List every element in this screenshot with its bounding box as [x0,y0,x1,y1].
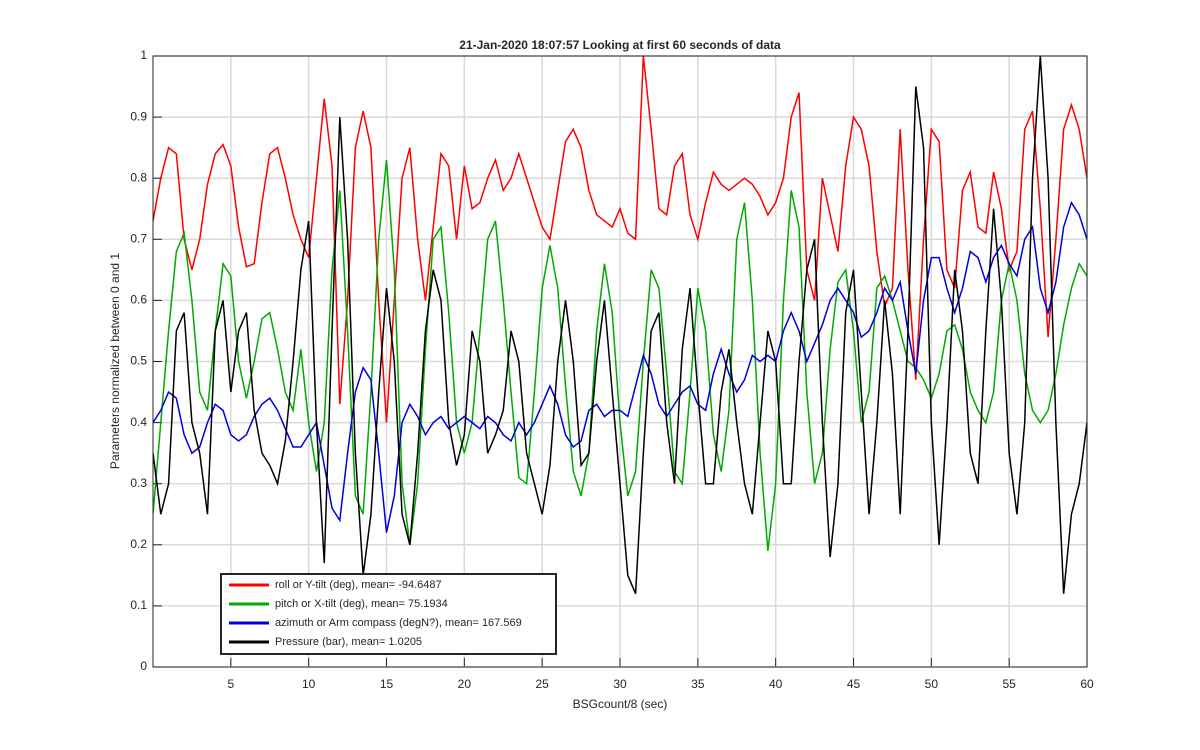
legend-label: pitch or X-tilt (deg), mean= 75.1934 [275,598,448,610]
series-line [153,200,1087,533]
y-tick-label: 0.2 [130,537,147,551]
x-axis-label: BSGcount/8 (sec) [573,697,668,711]
axes-box [152,55,1088,668]
x-tick-label: 20 [458,677,472,691]
legend-box [220,573,557,655]
series-line [153,56,1087,423]
chart-title: 21-Jan-2020 18:07:57 Looking at first 60… [459,38,781,52]
legend-label: roll or Y-tilt (deg), mean= -94.6487 [275,579,442,591]
y-tick-label: 0.3 [130,476,147,490]
y-tick-label: 0.7 [130,231,147,245]
y-tick-label: 0.9 [130,109,147,123]
x-tick-label: 40 [769,677,783,691]
x-tick-label: 15 [380,677,394,691]
y-tick-label: 0.5 [130,354,147,368]
x-tick-label: 5 [227,677,234,691]
series-line [153,56,1087,594]
x-tick-label: 30 [613,677,627,691]
x-tick-label: 45 [847,677,861,691]
x-tick-label: 55 [1002,677,1016,691]
y-axis-label: Parameters normalized between 0 and 1 [108,253,122,469]
y-tick-label: 0.1 [130,598,147,612]
y-tick-label: 0.8 [130,170,147,184]
legend: roll or Y-tilt (deg), mean= -94.6487 pitc… [220,573,557,655]
x-tick-label: 10 [302,677,316,691]
legend-label: Pressure (bar), mean= 1.0205 [275,636,422,648]
y-tick-label: 0.4 [130,415,147,429]
y-tick-label: 1 [140,48,147,62]
y-tick-label: 0.6 [130,293,147,307]
x-tick-label: 50 [925,677,939,691]
x-tick-label: 35 [691,677,705,691]
x-tick-label: 25 [535,677,549,691]
y-tick-label: 0 [140,659,147,673]
x-tick-label: 60 [1080,677,1094,691]
legend-label: azimuth or Arm compass (degN?), mean= 16… [275,617,522,629]
